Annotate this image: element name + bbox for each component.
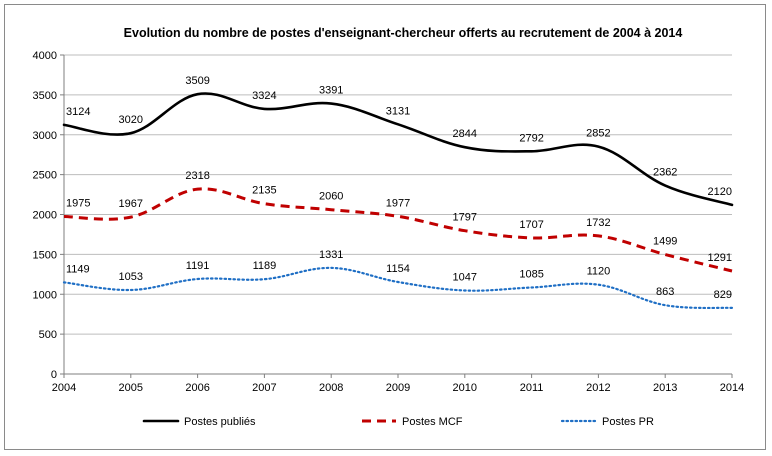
series-line-2: [62, 266, 734, 310]
x-tick-label: 2005: [119, 382, 143, 394]
line-chart: Evolution du nombre de postes d'enseigna…: [33, 26, 745, 428]
data-label: 2362: [653, 167, 677, 179]
data-labels: 3124 3020 3509 3324 3391 3131 2844 2792 2852 2362…: [66, 75, 732, 301]
axes: [60, 54, 733, 378]
data-label: 1085: [519, 268, 543, 280]
data-label: 2318: [185, 170, 209, 182]
y-axis-ticks: 0 500 1000 1500 2000 2500 3000 3500 4000: [33, 50, 57, 381]
data-label: 1967: [119, 198, 143, 210]
data-label: 1120: [587, 266, 611, 278]
data-label: 1797: [453, 212, 477, 224]
y-tick-label: 0: [51, 369, 57, 381]
data-label: 1331: [319, 249, 343, 261]
data-label: 2844: [453, 128, 477, 140]
x-axis-ticks: 2004 2005 2006 2007 2008 2009 2010 2011 2012 2013…: [52, 382, 744, 394]
data-label: 1154: [386, 263, 410, 275]
y-tick-label: 3500: [33, 90, 57, 102]
data-label: 1291: [708, 252, 732, 264]
x-tick-label: 2011: [520, 382, 544, 394]
data-label: 3324: [252, 90, 276, 102]
legend-label-1: Postes MCF: [402, 416, 463, 428]
y-tick-label: 2500: [33, 170, 57, 182]
y-tick-label: 1500: [33, 249, 57, 261]
data-label: 1149: [66, 263, 90, 275]
data-label: 1499: [653, 235, 677, 247]
chart-title: Evolution du nombre de postes d'enseigna…: [124, 26, 683, 40]
data-label: 1053: [119, 271, 143, 283]
data-label: 1189: [253, 260, 277, 272]
legend-label-0: Postes publiés: [184, 416, 256, 428]
data-label: 829: [714, 289, 732, 301]
x-tick-label: 2007: [252, 382, 276, 394]
data-label: 3391: [319, 85, 343, 97]
data-label: 3131: [386, 105, 410, 117]
chart-frame: Evolution du nombre de postes d'enseigna…: [4, 4, 766, 450]
y-tick-label: 3000: [33, 130, 57, 142]
series-lines: [62, 92, 734, 310]
x-tick-label: 2006: [185, 382, 209, 394]
y-tick-label: 1000: [33, 289, 57, 301]
data-label: 1191: [186, 260, 210, 272]
gridlines: [64, 54, 732, 335]
data-label: 1977: [386, 197, 410, 209]
data-label: 2060: [319, 191, 343, 203]
data-label: 1047: [453, 272, 477, 284]
x-tick-label: 2012: [586, 382, 610, 394]
legend-label-2: Postes PR: [602, 416, 654, 428]
data-label: 2852: [586, 128, 610, 140]
y-tick-label: 2000: [33, 210, 57, 222]
data-label: 3509: [185, 75, 209, 87]
x-tick-label: 2004: [52, 382, 76, 394]
x-tick-label: 2010: [453, 382, 477, 394]
y-tick-label: 500: [39, 329, 57, 341]
series-line-0: [62, 92, 734, 207]
data-label: 3124: [66, 106, 90, 118]
x-tick-label: 2014: [720, 382, 744, 394]
data-label: 2120: [708, 186, 732, 198]
data-label: 1975: [66, 197, 90, 209]
x-tick-label: 2009: [386, 382, 410, 394]
x-tick-label: 2013: [653, 382, 677, 394]
data-label: 1707: [519, 219, 543, 231]
x-tick-label: 2008: [319, 382, 343, 394]
data-label: 1732: [586, 217, 610, 229]
data-label: 3020: [119, 114, 143, 126]
data-label: 863: [656, 286, 674, 298]
data-label: 2135: [252, 185, 276, 197]
data-label: 2792: [519, 132, 543, 144]
y-tick-label: 4000: [33, 50, 57, 62]
legend: Postes publiés Postes MCF Postes PR: [142, 416, 654, 428]
